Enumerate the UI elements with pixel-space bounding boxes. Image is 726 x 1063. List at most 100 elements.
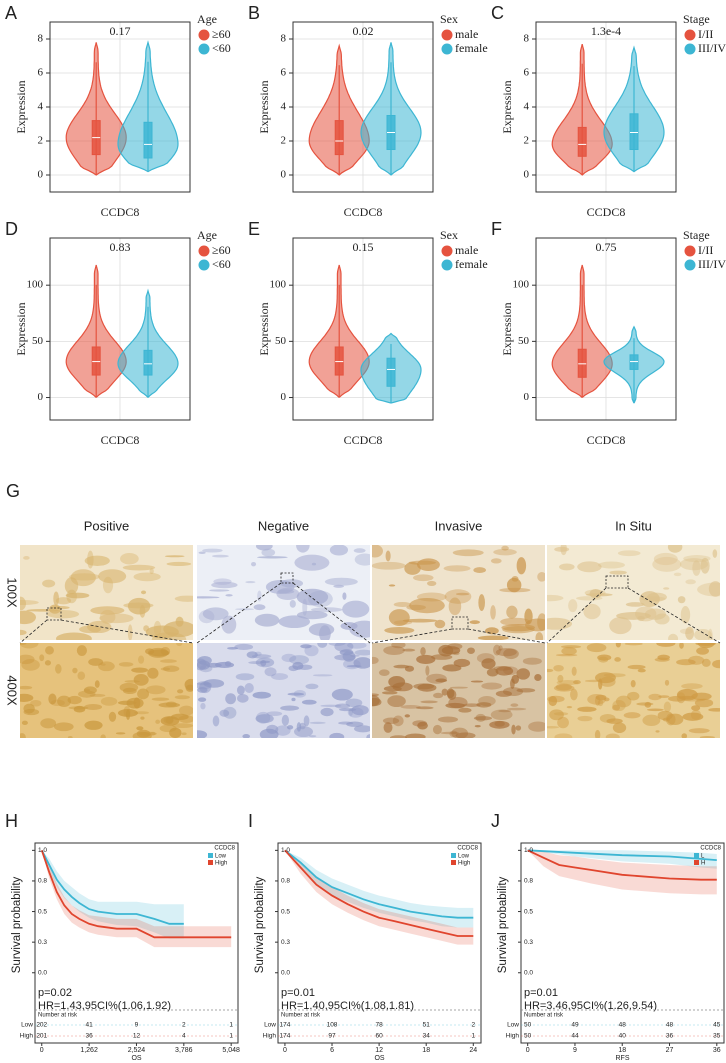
tissue-texture (425, 665, 430, 676)
tissue-texture (90, 606, 125, 615)
tissue-texture (392, 715, 404, 727)
tissue-texture (98, 569, 127, 584)
risk-count: 1 (471, 1033, 475, 1040)
zoom-line (19, 619, 48, 644)
tissue-texture (118, 662, 134, 667)
tissue-texture (511, 724, 516, 735)
box (143, 121, 153, 159)
zoom-line (627, 587, 721, 644)
legend-marker (451, 860, 456, 865)
tissue-texture (682, 712, 704, 721)
tissue-texture (630, 679, 636, 688)
tissue-texture (202, 607, 229, 621)
tissue-texture (453, 658, 471, 668)
tissue-texture (708, 581, 720, 597)
tissue-texture (162, 665, 180, 672)
tissue-texture (372, 561, 406, 570)
tissue-texture (449, 686, 468, 689)
row-label: 100X (5, 577, 20, 608)
legend-label: I/II (698, 243, 713, 257)
tissue-texture (353, 548, 366, 553)
tissue-texture (577, 561, 602, 573)
tissue-texture (137, 688, 150, 700)
tissue-texture (446, 688, 455, 699)
tissue-texture (385, 550, 391, 562)
tissue-texture (696, 647, 710, 655)
tissue-texture (77, 671, 86, 680)
tissue-texture (570, 688, 578, 701)
annotation: HR=1.40,95CI%(1.08,1.81) (281, 1000, 414, 1012)
legend-title: Sex (440, 228, 458, 242)
y-tick-label: 0.3 (281, 939, 290, 946)
tissue-texture (615, 643, 621, 648)
tissue-texture (20, 643, 27, 646)
tissue-texture (597, 561, 626, 569)
y-axis-label: Expression (500, 302, 514, 355)
tissue-texture (467, 647, 475, 654)
tissue-texture (455, 732, 476, 738)
tissue-texture (100, 696, 118, 706)
tissue-texture (663, 701, 672, 713)
tissue-texture (329, 732, 345, 738)
tissue-texture (657, 654, 670, 661)
tissue-texture (640, 596, 666, 601)
tissue-texture (185, 684, 193, 692)
tissue-texture (511, 576, 519, 582)
tissue-texture (221, 615, 237, 634)
tissue-texture (211, 554, 229, 558)
tissue-texture (499, 587, 531, 593)
tissue-texture (347, 643, 367, 649)
tissue-texture (637, 668, 646, 673)
tissue-texture (642, 714, 661, 727)
tissue-texture (66, 589, 77, 604)
tissue-texture (627, 691, 640, 701)
legend-marker (198, 43, 210, 55)
legend-label: Low (458, 854, 470, 860)
tissue-texture (388, 609, 410, 626)
x-tick-label: 18 (422, 1047, 430, 1054)
tissue-texture (254, 613, 280, 627)
tissue-texture (50, 699, 65, 707)
histology-image (547, 643, 720, 738)
tissue-texture (473, 716, 493, 721)
tissue-texture (393, 601, 412, 608)
legend-marker (684, 29, 696, 41)
zoom-line (546, 587, 607, 644)
tissue-texture (209, 589, 230, 592)
tissue-texture (420, 647, 426, 656)
tissue-texture (237, 693, 249, 703)
zoom-line (60, 619, 194, 644)
tissue-texture (30, 699, 42, 707)
risk-count: 97 (328, 1033, 336, 1040)
tissue-texture (409, 597, 445, 614)
tissue-texture (236, 685, 245, 695)
tissue-texture (264, 667, 277, 677)
survival-curve (40, 849, 184, 925)
tissue-texture (300, 644, 312, 649)
column-header: Positive (84, 518, 130, 533)
tissue-texture (495, 690, 512, 697)
legend-marker (198, 29, 210, 41)
tissue-texture (257, 556, 288, 559)
tissue-texture (617, 550, 641, 557)
y-tick-label: 100 (27, 279, 44, 291)
tissue-texture (452, 651, 460, 656)
tissue-texture (20, 596, 26, 611)
tissue-texture (416, 654, 436, 664)
legend-label: H (701, 861, 705, 867)
tissue-texture (172, 723, 193, 729)
y-axis-label: Expression (257, 80, 271, 133)
x-tick-label: 3,786 (175, 1047, 193, 1054)
tissue-texture (56, 632, 92, 640)
legend-title: Sex (440, 12, 458, 26)
tissue-texture (462, 703, 481, 707)
tissue-texture (289, 655, 310, 665)
y-tick-label: 2 (38, 135, 44, 147)
y-tick-label: 50 (518, 335, 530, 347)
tissue-texture (44, 660, 52, 666)
tissue-texture (442, 664, 462, 672)
legend-marker (684, 43, 696, 55)
survival-curve (527, 849, 717, 881)
risk-count: 78 (375, 1022, 383, 1029)
x-axis-label: CCDC8 (344, 433, 383, 447)
